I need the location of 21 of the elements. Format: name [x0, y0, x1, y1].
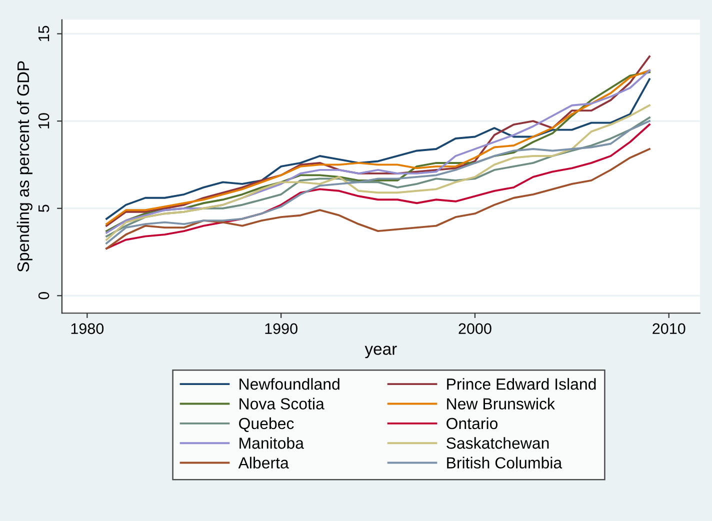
x-tick-label: 2010	[652, 323, 686, 334]
y-axis-title: Spending as percent of GDP	[16, 61, 32, 272]
legend-label: British Columbia	[447, 456, 562, 469]
legend-label: Manitoba	[240, 437, 304, 449]
x-tick-label: 2000	[458, 323, 492, 334]
legend-label: New Brunswick	[447, 398, 555, 410]
y-tick-label: 5	[38, 204, 50, 212]
legend-label: Saskatchewan	[446, 437, 549, 449]
y-tick-label: 10	[38, 113, 50, 128]
x-tick-label: 1980	[71, 323, 104, 334]
y-tick-label: 0	[38, 292, 50, 300]
legend-label: Quebec	[239, 417, 294, 432]
legend-label: Alberta	[238, 456, 289, 469]
legend-label: Prince Edward Island	[447, 378, 596, 390]
legend-label: Newfoundland	[240, 378, 340, 390]
line-series	[106, 148, 650, 250]
x-axis-title: year	[364, 346, 397, 358]
y-tick-label: 15	[38, 26, 50, 42]
legend-label: Nova Scotia	[240, 398, 324, 410]
legend-label: Ontario	[446, 417, 498, 430]
x-tick-label: 1990	[265, 323, 298, 334]
